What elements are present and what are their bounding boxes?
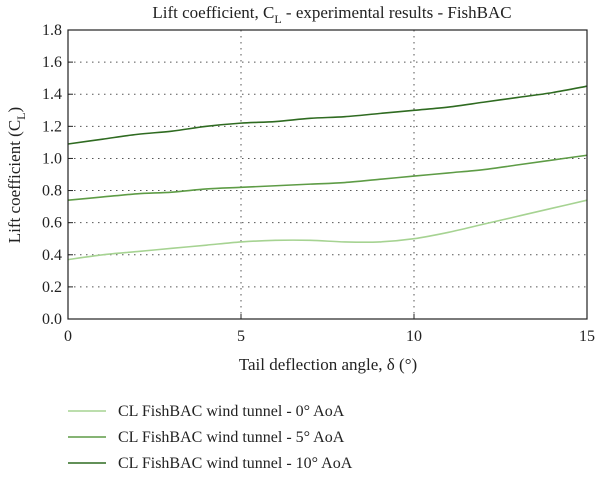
x-tick-label: 10 [406,328,422,345]
y-tick-label: 1.2 [42,118,62,135]
x-tick-label: 5 [237,328,245,345]
legend-label-1: CL FishBAC wind tunnel - 5° AoA [118,429,345,446]
series-line-2 [67,85,588,145]
y-tick-label: 0.2 [42,279,62,296]
y-tick-label: 1.6 [42,54,62,71]
x-tick-labels: 0 5 10 15 [64,314,595,345]
plot-frame [67,29,588,320]
y-tick-label: 0.6 [42,215,62,232]
series-line-0 [67,199,588,261]
y-tick-label: 1.4 [42,86,62,103]
x-tick-label: 0 [64,328,72,345]
y-tick-label: 0.0 [42,311,62,328]
grid [68,30,587,319]
legend-label-0: CL FishBAC wind tunnel - 0° AoA [118,403,345,420]
y-tick-label: 0.8 [42,183,62,200]
x-axis-label: Tail deflection angle, δ (°) [239,355,417,374]
y-tick-label: 0.4 [42,247,62,264]
y-tick-labels: 0.0 0.2 0.4 0.6 0.8 1.0 1.2 1.4 1.6 1.8 [42,22,73,328]
y-tick-label: 1.8 [42,22,62,39]
series-lines [67,85,588,261]
legend-label-2: CL FishBAC wind tunnel - 10° AoA [118,455,353,472]
series-line-1 [67,154,588,201]
y-tick-label: 1.0 [42,150,62,167]
y-axis-label: Lift coefficient (CL) [5,107,28,243]
legend: CL FishBAC wind tunnel - 0° AoA CL FishBA… [68,403,353,472]
x-tick-label: 15 [579,328,595,345]
chart-title: Lift coefficient, CL - experimental resu… [152,3,511,26]
